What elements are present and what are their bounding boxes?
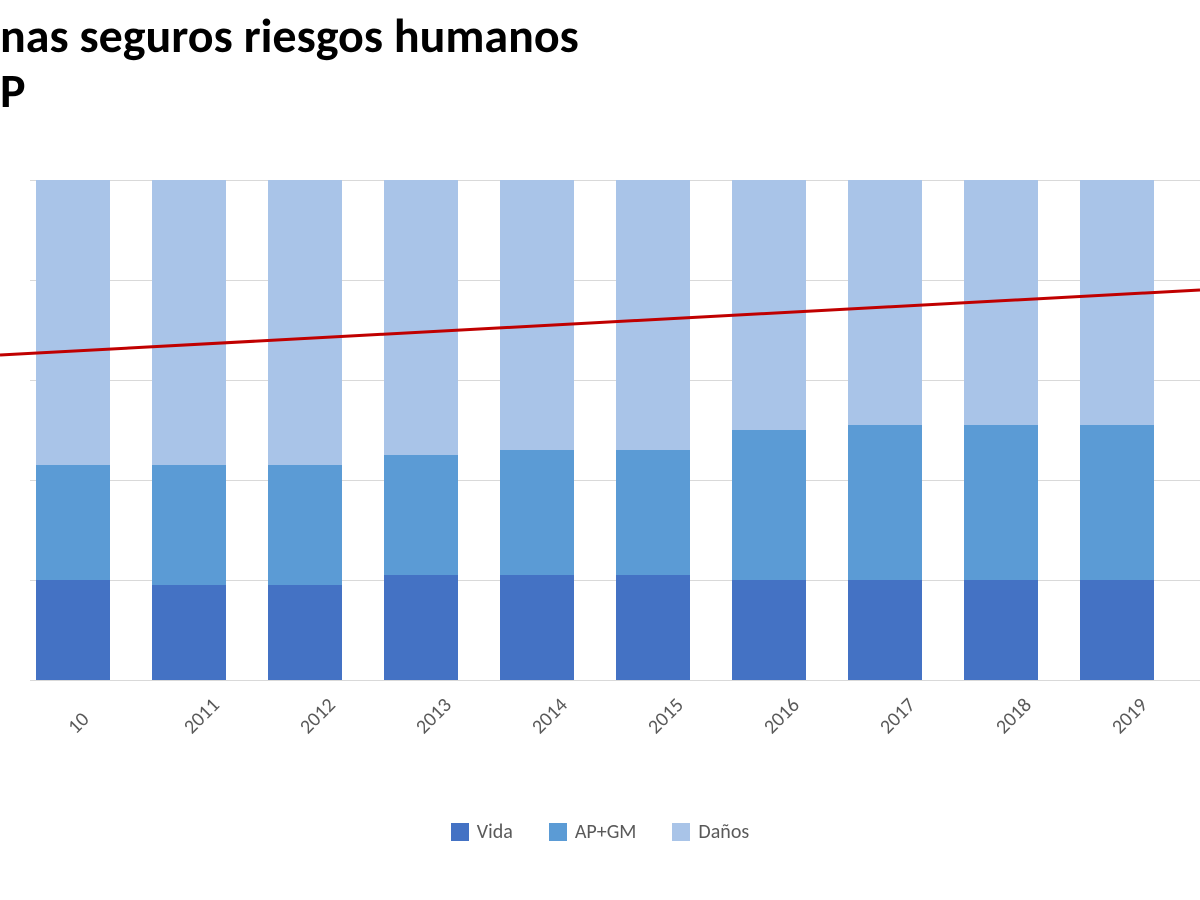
legend-swatch bbox=[672, 823, 690, 841]
title-line-1: nas seguros riesgos humanos bbox=[0, 8, 579, 63]
x-tick-label: 10 bbox=[63, 708, 94, 739]
legend: Vida AP+GM Daños bbox=[0, 820, 1200, 846]
chart-title: nas seguros riesgos humanos P bbox=[0, 8, 579, 118]
x-tick-label: 2014 bbox=[527, 693, 573, 739]
x-tick-label: 2018 bbox=[991, 693, 1037, 739]
trendline bbox=[30, 180, 1200, 680]
x-tick-label: 2017 bbox=[875, 693, 921, 739]
x-tick-label: 2019 bbox=[1107, 693, 1153, 739]
legend-swatch bbox=[451, 823, 469, 841]
legend-item: AP+GM bbox=[549, 820, 637, 844]
legend-label: Daños bbox=[698, 820, 749, 844]
x-tick-label: 2016 bbox=[759, 693, 805, 739]
legend-swatch bbox=[549, 823, 567, 841]
x-tick-label: 2013 bbox=[411, 693, 457, 739]
gridline bbox=[30, 680, 1200, 681]
legend-label: AP+GM bbox=[575, 820, 637, 844]
x-tick-label: 2011 bbox=[179, 693, 225, 739]
legend-label: Vida bbox=[477, 820, 513, 844]
plot-area bbox=[30, 180, 1200, 680]
x-axis-labels: 10201120122013201420152016201720182019 bbox=[30, 700, 1200, 760]
x-tick-label: 2012 bbox=[295, 693, 341, 739]
x-tick-label: 2015 bbox=[643, 693, 689, 739]
legend-item: Vida bbox=[451, 820, 513, 844]
title-line-2: P bbox=[0, 63, 579, 118]
page: nas seguros riesgos humanos P 10 2011 2012… bbox=[0, 0, 1200, 900]
chart: 10 2011 2012 2013 2014 2015 2016 2017 2018 2019 bbox=[0, 180, 1200, 740]
legend-item: Daños bbox=[672, 820, 749, 844]
trendline-line bbox=[0, 290, 1200, 355]
